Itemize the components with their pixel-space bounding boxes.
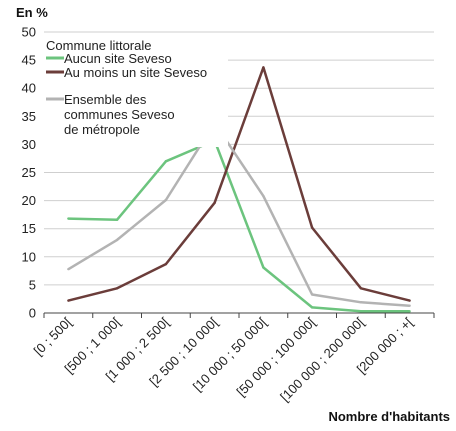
series-line-2 [68, 66, 410, 302]
data-point [359, 301, 363, 304]
data-point [262, 66, 265, 69]
series-lines [67, 66, 411, 313]
legend-label-3: Ensemble des [64, 92, 147, 107]
legend-title: Commune littorale [46, 38, 152, 53]
data-point [310, 226, 314, 229]
data-point [164, 198, 168, 202]
y-tick-label: 50 [22, 25, 36, 40]
y-tick-label: 0 [29, 306, 36, 321]
y-tick-label: 20 [22, 193, 36, 208]
y-tick-label: 30 [22, 137, 36, 152]
data-point [115, 218, 119, 221]
x-axis-title: Nombre d'habitants [328, 409, 450, 424]
y-tick-label: 5 [29, 277, 36, 292]
data-point [164, 262, 168, 266]
data-point [310, 306, 314, 309]
data-point [67, 217, 70, 220]
y-tick-label: 25 [22, 165, 36, 180]
y-tick-labels: 0 5 10 15 20 25 30 35 40 45 50 [22, 25, 36, 321]
data-point [262, 194, 265, 198]
data-point [408, 299, 411, 302]
x-tick-label: [0 ; 500[ [31, 314, 75, 358]
data-point [67, 299, 70, 302]
y-tick-label: 45 [22, 53, 36, 68]
data-point [408, 304, 411, 307]
data-point [359, 310, 363, 313]
legend-label-3: de métropole [64, 122, 140, 137]
data-point [115, 238, 119, 242]
data-point [359, 287, 363, 290]
legend-label-3: communes Seveso [64, 107, 175, 122]
series-line-3 [67, 121, 410, 307]
data-point [67, 267, 70, 271]
data-point [164, 160, 168, 163]
data-point [310, 293, 314, 296]
y-tick-label: 40 [22, 81, 36, 96]
data-point [213, 201, 216, 205]
series-line-1 [68, 139, 410, 313]
y-tick-label: 10 [22, 249, 36, 264]
data-point [115, 287, 119, 290]
legend-label-2: Au moins un site Seveso [64, 65, 207, 80]
data-point [262, 266, 265, 269]
y-tick-label: 15 [22, 221, 36, 236]
y-tick-label: 35 [22, 109, 36, 124]
legend-background [40, 34, 228, 147]
x-tick-label: [100 000 ; 200 000[ [277, 314, 367, 404]
x-tick-labels: [0 ; 500[[500 ; 1 000[[1 000 ; 2 500[[2 … [31, 314, 416, 404]
data-point [408, 310, 411, 313]
y-axis-title: En % [16, 5, 48, 20]
x-tick-marks [43, 313, 435, 318]
legend-label-1: Aucun site Seveso [64, 51, 172, 66]
